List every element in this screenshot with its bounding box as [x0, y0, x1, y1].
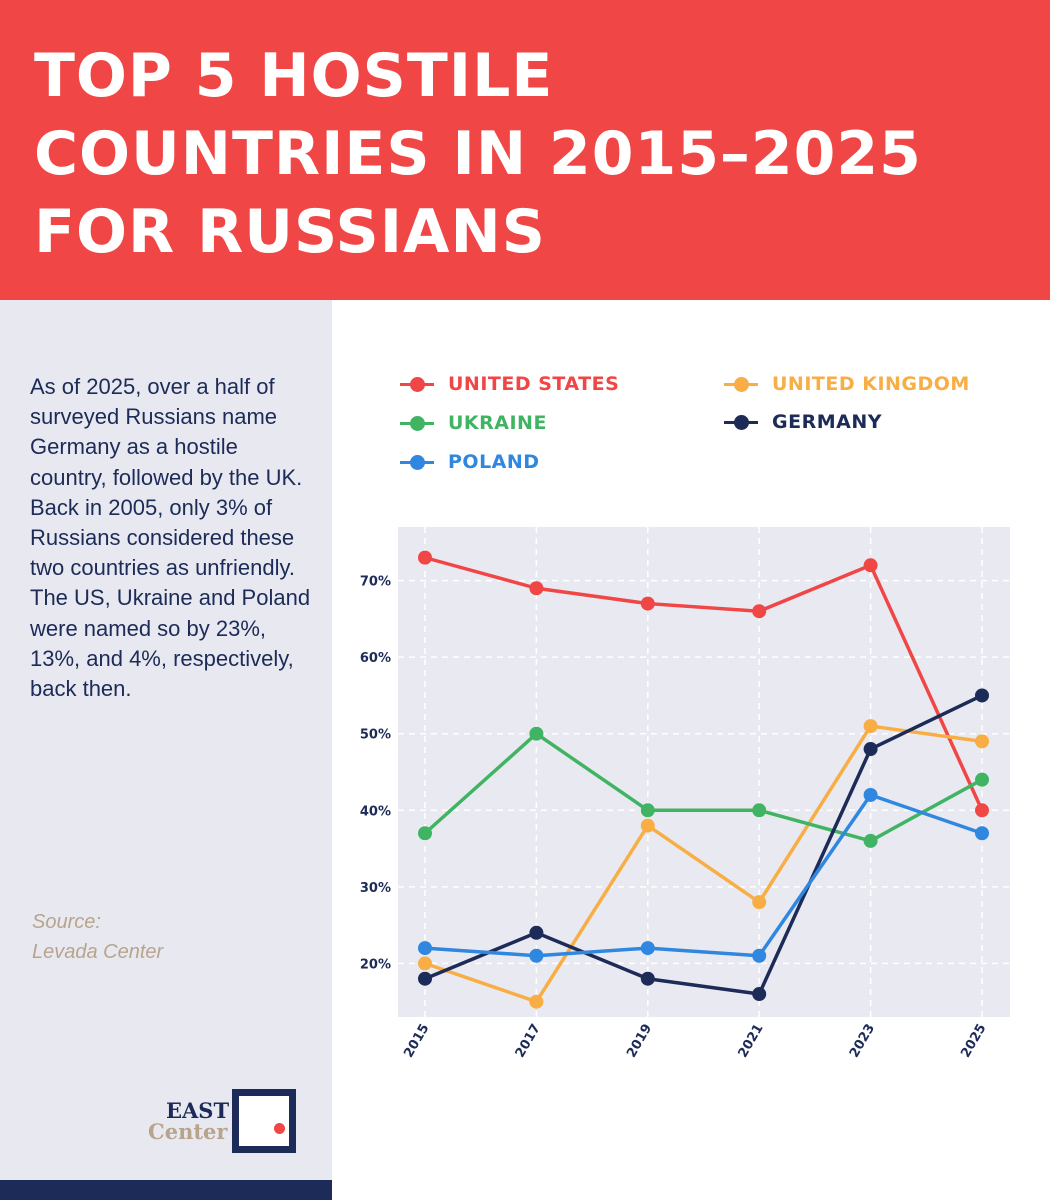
page-title-line-2: COUNTRIES IN 2015–2025 [34, 119, 922, 189]
data-point-germany [752, 987, 767, 1002]
data-point-ukraine [975, 772, 989, 787]
legend-item-germany: GERMANY [724, 410, 882, 434]
series-line-germany [424, 693, 983, 996]
description-text: As of 2025, over a half of surveyed Russ… [30, 374, 311, 702]
source-label: Source: [32, 911, 101, 933]
legend-item-united-kingdom: UNITED KINGDOM [724, 372, 970, 396]
data-point-ukraine [752, 803, 767, 818]
source-name: Levada Center [32, 941, 164, 963]
data-point-poland [640, 941, 655, 956]
data-point-germany [863, 742, 878, 757]
legend-label-united-states: UNITED STATES [448, 373, 620, 395]
series-line-ukraine [423, 731, 983, 843]
data-point-united-kingdom [752, 895, 767, 910]
data-point-poland [752, 948, 767, 963]
x-tick-label: 2019 [624, 1022, 655, 1061]
logo-dot [274, 1123, 285, 1134]
legend-swatch-germany [724, 414, 758, 430]
data-point-united-kingdom [640, 818, 655, 833]
y-tick-label: 50% [360, 728, 391, 743]
header-banner: TOP 5 HOSTILE COUNTRIES IN 2015–2025 FOR… [0, 0, 1050, 300]
plot-area [398, 527, 1010, 1017]
page-title-line-1: TOP 5 HOSTILE [34, 41, 554, 111]
legend-label-ukraine: UKRAINE [448, 412, 547, 434]
legend-item-poland: POLAND [400, 450, 540, 474]
page-title-line-3: FOR RUSSIANS [34, 197, 546, 267]
y-tick-label: 60% [360, 651, 391, 666]
x-tick-label: 2017 [513, 1022, 544, 1061]
sidebar-panel [0, 300, 332, 1200]
x-tick-label: 2021 [736, 1022, 767, 1061]
data-point-poland [863, 787, 878, 802]
data-point-ukraine [529, 726, 544, 741]
legend-item-ukraine: UKRAINE [400, 411, 547, 435]
legend-swatch-united-kingdom [724, 376, 758, 392]
data-point-united-states [975, 803, 989, 818]
series-line-poland [424, 793, 983, 958]
data-point-poland [975, 826, 989, 841]
series-line-united-kingdom [424, 724, 983, 1004]
legend-label-poland: POLAND [448, 451, 540, 473]
data-point-united-kingdom [529, 994, 544, 1009]
x-tick-label: 2015 [401, 1022, 432, 1061]
series-line-united-states [424, 555, 984, 812]
data-point-germany [640, 971, 655, 986]
legend-label-germany: GERMANY [772, 411, 882, 433]
data-point-united-states [752, 604, 767, 619]
data-point-united-states [640, 596, 655, 611]
data-point-united-kingdom [863, 719, 878, 734]
data-point-ukraine [863, 833, 878, 848]
x-tick-label: 2023 [847, 1022, 878, 1061]
data-point-poland [529, 948, 544, 963]
data-point-united-states [863, 558, 878, 573]
y-tick-label: 20% [360, 957, 391, 972]
data-point-ukraine [640, 803, 655, 818]
y-tick-label: 30% [360, 881, 391, 896]
logo-icon [232, 1089, 296, 1153]
data-point-germany [529, 925, 544, 940]
x-tick-label: 2025 [958, 1022, 989, 1061]
data-point-united-kingdom [975, 734, 989, 749]
legend-swatch-united-states [400, 376, 434, 392]
data-point-united-states [529, 581, 544, 596]
legend-swatch-ukraine [400, 415, 434, 431]
legend-swatch-poland [400, 454, 434, 470]
data-point-germany [975, 688, 989, 703]
data-point-germany [418, 971, 432, 986]
legend-label-united-kingdom: UNITED KINGDOM [772, 373, 970, 395]
sidebar-footer-bar [0, 1180, 332, 1200]
y-tick-label: 40% [360, 804, 391, 819]
legend-item-united-states: UNITED STATES [400, 372, 619, 396]
data-point-poland [418, 941, 432, 956]
data-point-united-states [418, 550, 432, 565]
y-tick-label: 70% [360, 575, 391, 590]
logo-text-east: EAST [166, 1098, 230, 1123]
logo-text-center: Center [148, 1119, 228, 1144]
data-point-united-kingdom [418, 956, 432, 971]
data-point-ukraine [418, 826, 432, 841]
